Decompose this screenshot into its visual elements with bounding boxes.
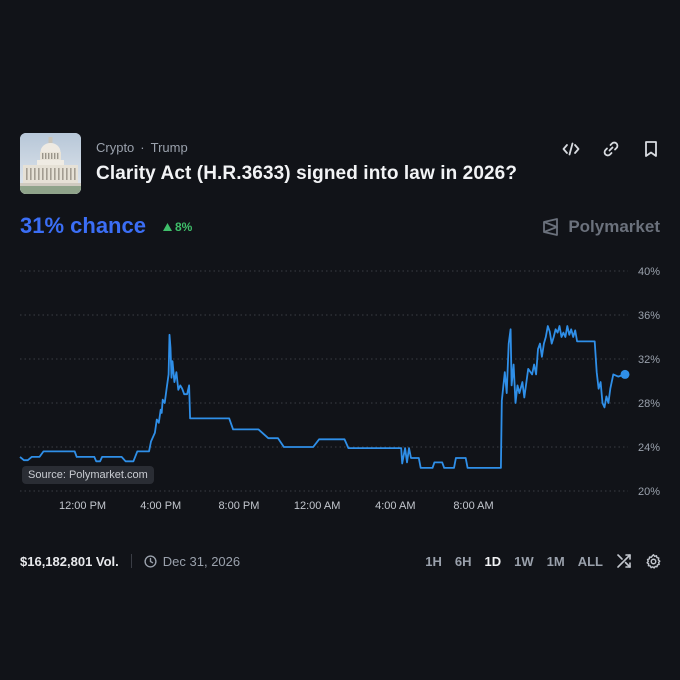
time-range-selector: 1H 6H 1D 1W 1M ALL	[425, 553, 662, 570]
x-tick-label: 8:00 PM	[218, 500, 259, 512]
range-all[interactable]: ALL	[577, 553, 603, 569]
breadcrumb-separator: ·	[140, 140, 145, 155]
settings-gear-icon[interactable]	[645, 553, 662, 570]
x-axis-ticks: 12:00 PM 4:00 PM 8:00 PM 12:00 AM 4:00 AM 8:0…	[59, 500, 494, 512]
x-tick-label: 12:00 AM	[294, 500, 340, 512]
range-1m[interactable]: 1M	[546, 553, 565, 569]
bookmark-icon[interactable]	[640, 138, 662, 160]
end-date-text: Dec 31, 2026	[162, 553, 241, 569]
source-badge: Source: Polymarket.com	[22, 466, 154, 484]
chart-grid	[20, 270, 628, 492]
footer-divider	[130, 554, 132, 568]
breadcrumb-subcategory[interactable]: Trump	[150, 140, 188, 155]
breadcrumb-category[interactable]: Crypto	[96, 140, 135, 155]
range-6h[interactable]: 6H	[454, 553, 472, 569]
change-indicator: 8%	[163, 220, 192, 234]
y-tick-label: 40%	[638, 266, 660, 278]
probability-chart: 40% 36% 32% 28% 24% 20% 12:00 PM 4:00 PM 8:00 P…	[19, 266, 660, 512]
y-tick-label: 20%	[638, 486, 660, 498]
end-date: Dec 31, 2026	[144, 554, 240, 569]
embed-icon[interactable]	[560, 138, 582, 160]
series-end-dot	[620, 369, 630, 379]
header-actions	[560, 138, 662, 160]
brand-name: Polymarket	[568, 217, 660, 236]
chance-value: 31% chance	[20, 213, 146, 238]
triangle-up-icon	[163, 223, 172, 231]
y-axis-ticks: 40% 36% 32% 28% 24% 20%	[638, 266, 660, 498]
x-tick-label: 4:00 PM	[140, 500, 181, 512]
x-tick-label: 8:00 AM	[453, 500, 493, 512]
y-tick-label: 32%	[638, 354, 660, 366]
volume: $16,182,801 Vol.	[20, 553, 119, 569]
x-tick-label: 12:00 PM	[59, 500, 106, 512]
range-1h[interactable]: 1H	[425, 553, 442, 569]
range-1d[interactable]: 1D	[484, 553, 502, 569]
range-1w[interactable]: 1W	[514, 553, 534, 569]
y-tick-label: 24%	[638, 442, 660, 454]
y-tick-label: 36%	[638, 310, 660, 322]
series-line	[19, 325, 626, 469]
polymarket-logo: Polymarket	[541, 217, 660, 237]
clock-icon	[144, 554, 157, 568]
chart-footer: $16,182,801 Vol. Dec 31, 2026 1H 6H 1D 1…	[20, 551, 662, 571]
x-tick-label: 4:00 AM	[375, 500, 415, 512]
y-tick-label: 28%	[638, 398, 660, 410]
change-value: 8%	[175, 220, 193, 234]
market-title: Clarity Act (H.R.3633) signed into law i…	[96, 163, 518, 184]
link-icon[interactable]	[600, 138, 622, 160]
shuffle-icon[interactable]	[616, 553, 632, 569]
polymarket-logo-icon	[543, 218, 559, 236]
breadcrumb: Crypto · Trump	[96, 140, 188, 155]
market-thumbnail-capitol	[20, 133, 81, 194]
